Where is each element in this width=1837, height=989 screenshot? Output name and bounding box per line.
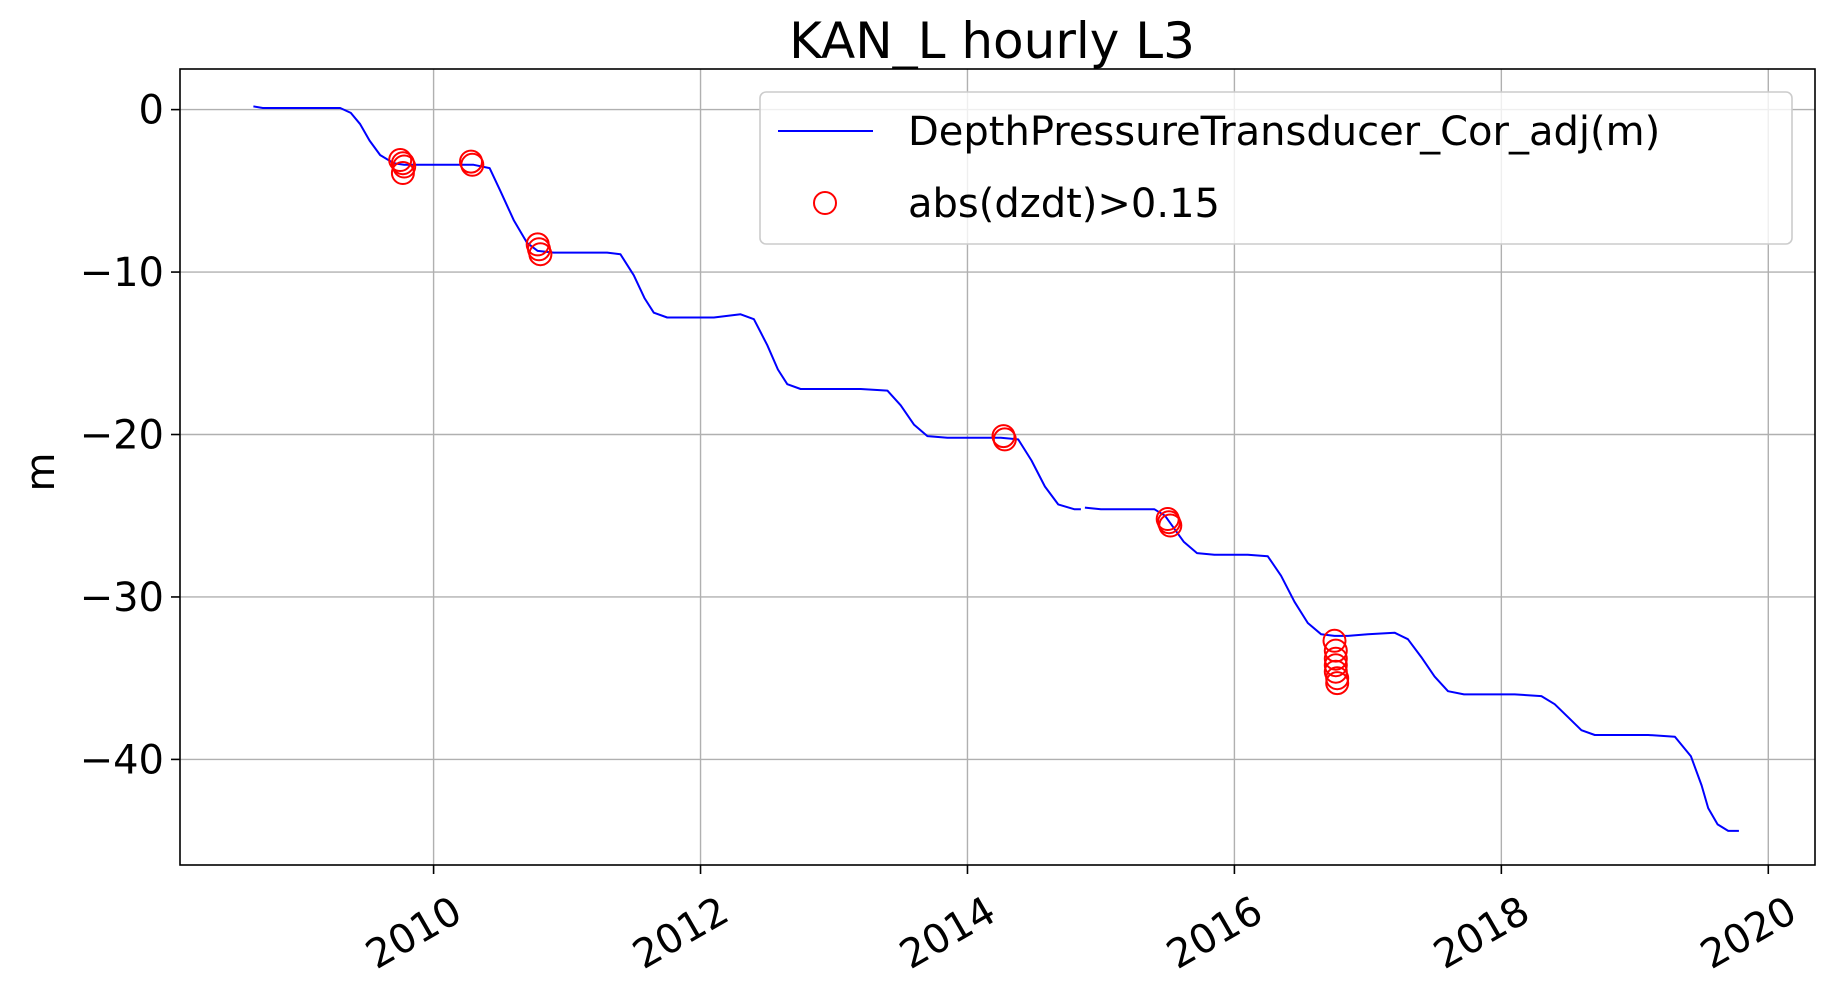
legend-box: [759, 91, 1793, 245]
y-tick-label: −40: [80, 737, 164, 783]
dzdt-marker: [388, 148, 413, 172]
y-axis: 0 −10 −20 −30 −40: [80, 88, 180, 783]
dzdt-marker: [1322, 628, 1347, 653]
dzdt-marker: [992, 427, 1017, 452]
legend: DepthPressureTransducer_Cor_adj(m) abs(d…: [759, 91, 1793, 245]
y-tick-label: 0: [139, 88, 164, 134]
series-layer: [253, 105, 1739, 832]
y-tick-label: −20: [80, 413, 164, 459]
legend-label-dzdt: abs(dzdt)>0.15: [908, 181, 1220, 227]
dzdt-marker: [390, 161, 415, 185]
dzdt-marker: [460, 152, 485, 177]
dzdt-marker: [1158, 513, 1183, 538]
y-tick-label: −10: [80, 250, 164, 296]
dzdt-marker: [1325, 666, 1350, 691]
dzdt-marker: [1323, 646, 1348, 671]
dzdt-marker: [528, 242, 553, 267]
dzdt-marker: [1325, 671, 1350, 696]
plot-frame: [179, 68, 1816, 866]
y-axis-label: m: [18, 453, 64, 492]
dzdt-marker: [1323, 653, 1348, 678]
legend-marker-swatch: [813, 191, 837, 215]
legend-label-depth: DepthPressureTransducer_Cor_adj(m): [908, 109, 1660, 155]
depth-series-line: [1084, 506, 1739, 832]
chart-title: KAN_L hourly L3: [789, 12, 1195, 70]
y-tick-label: −30: [80, 575, 164, 621]
